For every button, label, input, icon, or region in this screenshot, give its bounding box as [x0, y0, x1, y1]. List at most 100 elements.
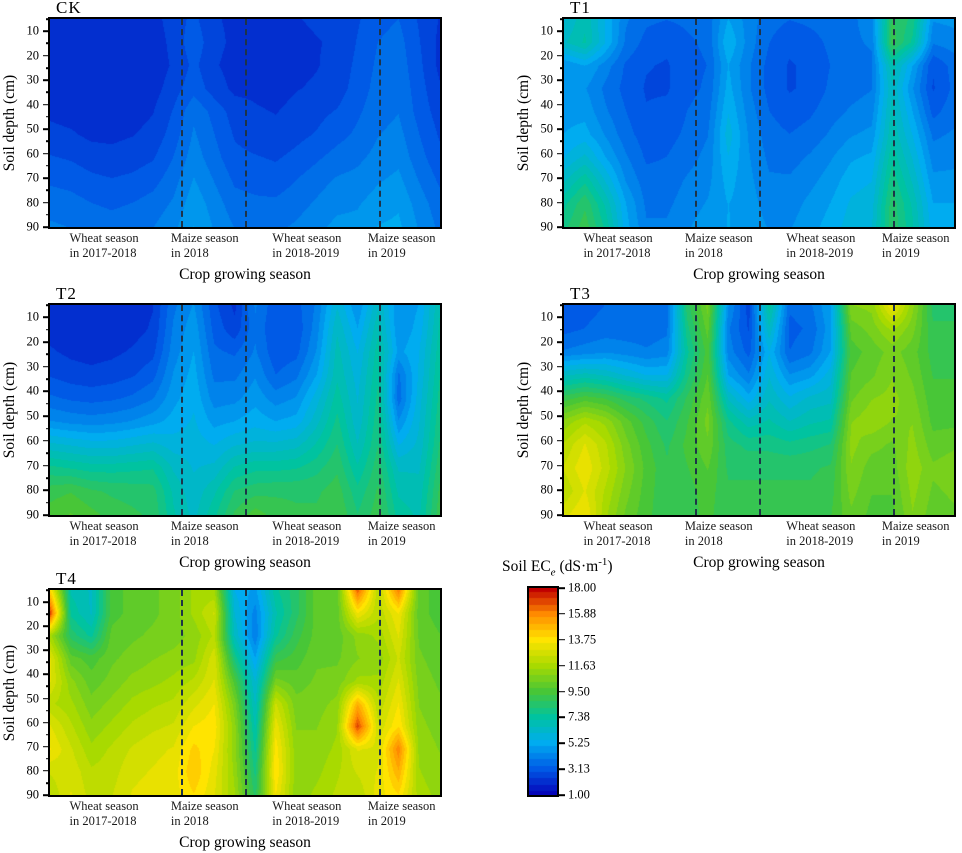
season-label: Wheat season in 2017-2018	[70, 231, 139, 261]
season-label: Maize season in 2018	[685, 519, 753, 549]
y-tick-minor	[46, 67, 50, 69]
y-tick-label: 30	[540, 72, 554, 87]
panel-t4: T4 Soil depth (cm) Crop growing season 1…	[1, 569, 442, 851]
y-tick-minor	[46, 758, 50, 760]
y-tick-major	[43, 128, 50, 130]
y-tick-minor	[46, 353, 50, 356]
y-tick-major	[43, 415, 50, 417]
y-tick-minor	[560, 304, 564, 306]
colorbar-tick	[559, 613, 565, 615]
y-tick-label: 40	[26, 383, 40, 398]
season-label-line2: in 2018	[684, 534, 723, 548]
season-divider-line	[245, 305, 247, 515]
panel-t1: T1 Soil depth (cm) Crop growing season 1…	[515, 0, 956, 283]
y-tick-minor	[46, 427, 50, 430]
season-label: Wheat season in 2018-2019	[272, 519, 341, 549]
y-tick-label: 10	[540, 309, 554, 324]
y-tick-label: 20	[540, 48, 554, 63]
colorbar-bar: 18.00 15.88 13.75 11.63 9.50 7.38 5.25 3.13 1.00	[527, 581, 596, 802]
season-label-line1: Wheat season	[786, 519, 856, 533]
y-tick-major	[557, 514, 564, 516]
season-divider-line	[245, 19, 247, 227]
season-label: Wheat season in 2017-2018	[70, 519, 139, 549]
season-label-line2: in 2018	[170, 534, 209, 548]
x-axis-title: Crop growing season	[179, 266, 311, 283]
y-tick-minor	[46, 733, 50, 736]
y-tick-major	[557, 464, 564, 467]
y-tick-major	[43, 226, 50, 228]
season-label-line1: Maize season	[170, 519, 239, 533]
y-tick-major	[557, 226, 564, 228]
season-label-line2: in 2017-2018	[583, 246, 651, 260]
y-tick-major	[43, 794, 50, 796]
y-tick-major	[557, 103, 564, 106]
y-tick-label: 90	[540, 219, 554, 234]
y-tick-label: 60	[540, 146, 554, 161]
season-label-line2: in 2019	[367, 534, 406, 548]
season-label-line1: Wheat season	[583, 519, 653, 533]
y-tick-minor	[46, 140, 50, 143]
y-tick-minor	[560, 165, 564, 167]
colorbar-tick-label: 5.25	[568, 735, 590, 750]
y-tick-major	[557, 177, 564, 179]
y-tick-label: 80	[26, 763, 40, 778]
y-tick-major	[43, 464, 50, 467]
season-label-line2: in 2019	[881, 246, 920, 260]
y-tick-label: 60	[26, 715, 40, 730]
y-tick-label: 40	[26, 666, 40, 681]
season-label-line2: in 2017-2018	[69, 534, 137, 548]
y-tick-major	[557, 201, 564, 204]
colorbar-tick-label: 3.13	[568, 761, 590, 776]
x-axis-title: Crop growing season	[693, 266, 825, 283]
season-label-line2: in 2019	[881, 534, 920, 548]
y-tick-label: 90	[26, 219, 40, 234]
y-tick-label: 50	[540, 408, 554, 423]
season-divider-line	[892, 19, 895, 227]
season-label-line1: Maize season	[684, 519, 753, 533]
season-divider-line	[378, 590, 381, 795]
season-label: Maize season in 2019	[368, 519, 436, 549]
season-label-line2: in 2018	[684, 246, 723, 260]
colorbar-title: Soil ECe (dS·m-1)	[502, 556, 613, 579]
season-label-line1: Maize season	[367, 799, 436, 813]
y-tick-major	[43, 177, 50, 179]
season-divider-line	[181, 590, 184, 795]
y-tick-minor	[46, 501, 50, 504]
colorbar-tick	[559, 664, 565, 667]
y-tick-minor	[46, 328, 50, 331]
season-label-line1: Maize season	[367, 231, 436, 245]
y-tick-minor	[46, 637, 50, 640]
y-tick-minor	[46, 452, 50, 455]
y-tick-minor	[46, 304, 50, 306]
season-label: Maize season in 2019	[368, 799, 436, 829]
y-tick-label: 60	[26, 433, 40, 448]
y-axis-title: Soil depth (cm)	[1, 644, 18, 741]
season-label-line2: in 2019	[367, 246, 406, 260]
y-tick-label: 70	[540, 458, 554, 473]
y-tick-major	[43, 390, 50, 393]
y-tick-label: 70	[26, 170, 40, 185]
season-divider-line	[892, 305, 895, 515]
season-label-line2: in 2018	[170, 246, 209, 260]
season-label: Wheat season in 2018-2019	[786, 231, 855, 261]
y-axis-title: Soil depth (cm)	[1, 361, 18, 459]
y-tick-minor	[560, 328, 564, 331]
y-tick-label: 20	[26, 48, 40, 63]
y-tick-major	[557, 54, 564, 57]
season-divider-line	[245, 590, 247, 795]
season-label: Maize season in 2018	[171, 799, 239, 829]
y-tick-minor	[560, 403, 564, 405]
panel-title-t2: T2	[56, 284, 77, 303]
season-divider-line	[378, 305, 381, 515]
y-tick-major	[557, 152, 564, 155]
season-label-line2: in 2018-2019	[786, 246, 854, 260]
y-tick-label: 70	[540, 170, 554, 185]
season-divider-line	[181, 305, 184, 515]
y-tick-minor	[46, 477, 50, 479]
season-label: Maize season in 2019	[882, 519, 950, 549]
season-label-line1: Wheat season	[786, 231, 856, 245]
season-label-line2: in 2018	[170, 814, 209, 828]
season-label-line2: in 2018-2019	[272, 534, 340, 548]
y-tick-label: 60	[540, 433, 554, 448]
y-tick-major	[557, 128, 564, 130]
